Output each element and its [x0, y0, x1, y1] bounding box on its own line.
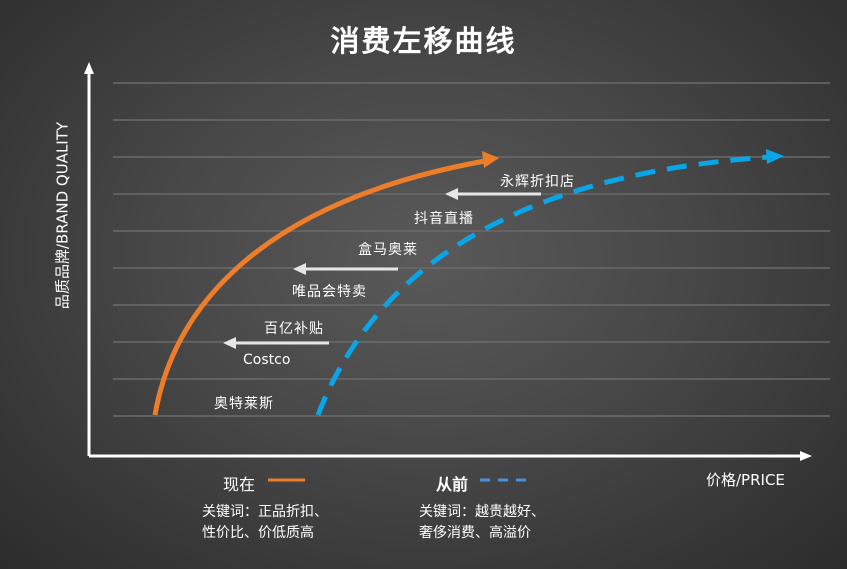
channel-label: 百亿补贴	[264, 321, 324, 337]
now-curve-arrow-icon	[482, 151, 499, 168]
legend-now-label: 现在	[223, 475, 256, 494]
channel-label: 奥特莱斯	[214, 396, 274, 412]
x-axis-arrow-icon	[800, 451, 812, 461]
before-keywords: 关键词：越贵越好、 奢侈消费、高溢价	[419, 502, 545, 544]
axes	[84, 62, 812, 461]
now-curve	[152, 158, 486, 416]
x-axis-label: 价格/PRICE	[706, 471, 785, 489]
channel-label: 抖音直播	[414, 211, 474, 227]
left-arrow-icon	[293, 263, 306, 275]
channel-label: 盒马奥莱	[358, 242, 418, 258]
y-axis-arrow-icon	[84, 62, 94, 74]
page-title: 消费左移曲线	[330, 24, 517, 58]
before-keywords-line: 奢侈消费、高溢价	[419, 525, 531, 541]
legend-before-label: 从前	[436, 475, 469, 494]
y-axis-label: 品质品牌/BRAND QUALITY	[53, 121, 72, 310]
now-keywords-line: 关键词：正品折扣、	[202, 504, 328, 520]
gridlines	[113, 82, 830, 417]
left-arrow-icon	[445, 188, 458, 200]
before-curve	[315, 154, 771, 416]
channel-label: 永辉折扣店	[500, 174, 575, 190]
left-arrow-icon	[223, 337, 236, 349]
before-keywords-line: 关键词：越贵越好、	[419, 504, 545, 520]
shift-arrows	[223, 188, 541, 349]
channel-label: 唯品会特卖	[292, 284, 367, 300]
now-keywords-line: 性价比、价低质高	[202, 525, 314, 541]
before-curve-arrow-icon	[766, 149, 784, 164]
channel-label: Costco	[243, 352, 291, 368]
now-keywords: 关键词：正品折扣、 性价比、价低质高	[202, 502, 328, 544]
